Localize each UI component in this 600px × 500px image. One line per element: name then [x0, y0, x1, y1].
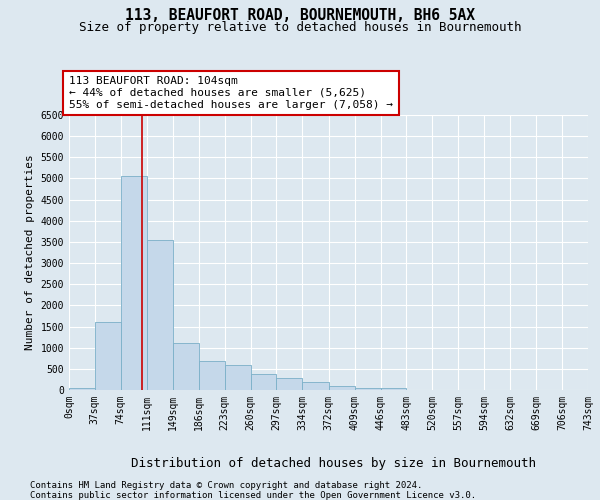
Bar — [355, 388, 380, 390]
Bar — [302, 382, 329, 390]
Bar — [121, 176, 146, 390]
Bar — [173, 344, 199, 390]
Text: 113 BEAUFORT ROAD: 104sqm
← 44% of detached houses are smaller (5,625)
55% of se: 113 BEAUFORT ROAD: 104sqm ← 44% of detac… — [69, 76, 393, 110]
Bar — [69, 388, 95, 390]
Y-axis label: Number of detached properties: Number of detached properties — [25, 154, 35, 350]
Bar — [329, 386, 355, 390]
Text: Contains HM Land Registry data © Crown copyright and database right 2024.: Contains HM Land Registry data © Crown c… — [30, 481, 422, 490]
Bar — [225, 366, 251, 390]
Bar — [199, 361, 225, 390]
Bar — [251, 374, 277, 390]
Bar — [380, 388, 406, 390]
Bar — [146, 240, 173, 390]
Text: Contains public sector information licensed under the Open Government Licence v3: Contains public sector information licen… — [30, 491, 476, 500]
Text: Distribution of detached houses by size in Bournemouth: Distribution of detached houses by size … — [131, 458, 536, 470]
Bar — [95, 322, 121, 390]
Text: 113, BEAUFORT ROAD, BOURNEMOUTH, BH6 5AX: 113, BEAUFORT ROAD, BOURNEMOUTH, BH6 5AX — [125, 8, 475, 22]
Text: Size of property relative to detached houses in Bournemouth: Size of property relative to detached ho… — [79, 21, 521, 34]
Bar — [277, 378, 302, 390]
